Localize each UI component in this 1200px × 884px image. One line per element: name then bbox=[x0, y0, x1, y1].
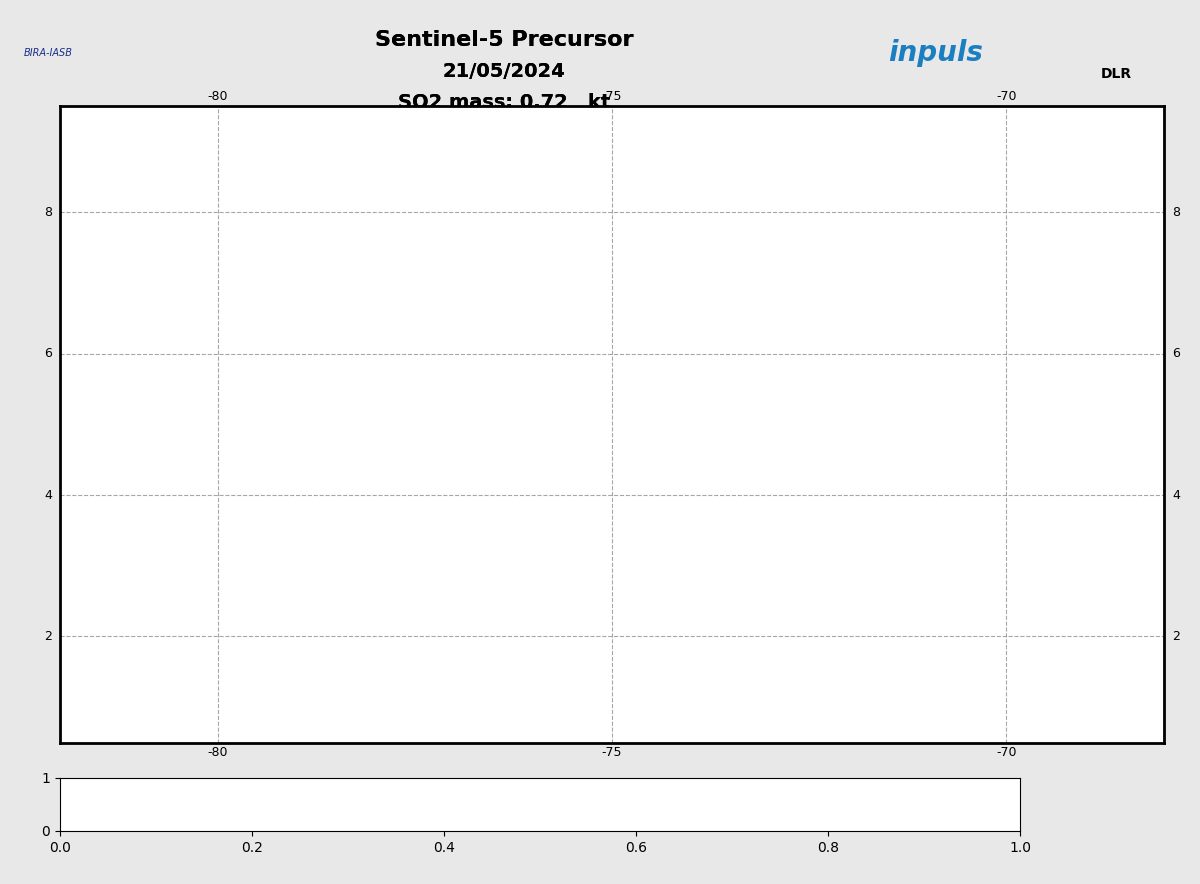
Text: 4: 4 bbox=[44, 489, 52, 501]
Text: Sentinel-5 Precursor: Sentinel-5 Precursor bbox=[374, 30, 634, 50]
Text: inpuls: inpuls bbox=[888, 39, 984, 67]
Text: -80: -80 bbox=[208, 89, 228, 103]
Text: 6: 6 bbox=[1172, 347, 1180, 360]
Text: -70: -70 bbox=[996, 746, 1016, 759]
Text: 21/05/2024: 21/05/2024 bbox=[443, 62, 565, 80]
Text: DLR: DLR bbox=[1100, 67, 1132, 81]
Text: 8: 8 bbox=[44, 206, 52, 218]
Text: BIRA-IASB: BIRA-IASB bbox=[24, 48, 72, 58]
Text: -80: -80 bbox=[208, 746, 228, 759]
Text: SO2 mass: 0.72   kt: SO2 mass: 0.72 kt bbox=[398, 94, 610, 112]
Text: 8: 8 bbox=[1172, 206, 1180, 218]
Text: -75: -75 bbox=[601, 89, 623, 103]
Text: 2: 2 bbox=[44, 630, 52, 643]
Text: 6: 6 bbox=[44, 347, 52, 360]
Text: SO2 mass: 0.72   kt: SO2 mass: 0.72 kt bbox=[398, 94, 610, 112]
Text: -75: -75 bbox=[601, 746, 623, 759]
Text: -70: -70 bbox=[996, 89, 1016, 103]
Text: 4: 4 bbox=[1172, 489, 1180, 501]
Text: 2: 2 bbox=[1172, 630, 1180, 643]
Text: 21/05/2024: 21/05/2024 bbox=[443, 62, 565, 80]
Text: Sentinel-5 Precursor: Sentinel-5 Precursor bbox=[374, 30, 634, 50]
